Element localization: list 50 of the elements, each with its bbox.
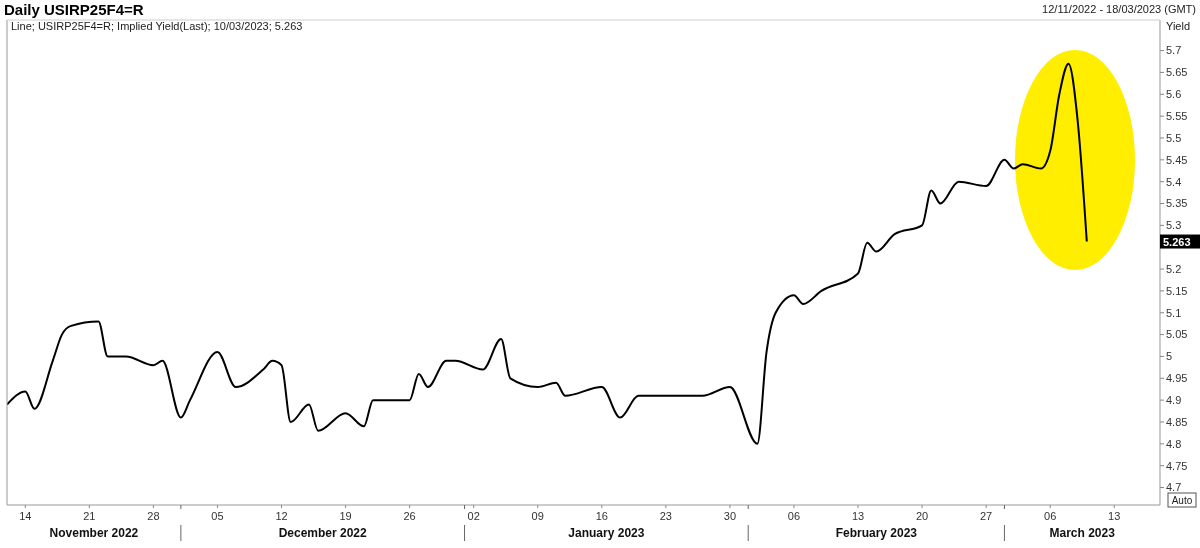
y-tick-label: 5 (1166, 350, 1173, 363)
x-tick-label: 14 (19, 510, 32, 522)
y-tick-label: 5.65 (1166, 66, 1188, 79)
y-tick-label: 5.1 (1166, 306, 1182, 319)
text: March 2023 (1049, 526, 1116, 540)
y-tick-label: 5.4 (1166, 175, 1182, 188)
y-tick-label: 4.9 (1166, 394, 1182, 407)
x-tick-label: 21 (83, 510, 96, 522)
y-axis-title: Yield (1166, 20, 1191, 32)
text: 12/11/2022 - 18/03/2023 (GMT) (1042, 3, 1196, 15)
text: November 2022 (49, 526, 139, 540)
y-tick-label: 5.05 (1166, 328, 1188, 341)
x-tick-label: 19 (339, 510, 352, 522)
y-tick-label: 4.8 (1166, 437, 1182, 450)
x-tick-label: 05 (211, 510, 224, 522)
text: 5.263 (1163, 235, 1191, 248)
y-tick-label: 5.45 (1166, 153, 1188, 166)
y-tick-label: 4.75 (1166, 459, 1188, 472)
x-tick-label: 23 (659, 510, 672, 522)
text: December 2022 (278, 526, 368, 540)
x-tick-label: 20 (915, 510, 929, 522)
y-tick-label: 5.7 (1166, 44, 1182, 57)
x-tick-label: 26 (403, 510, 416, 522)
chart-title: Daily USIRP25F4=R (4, 1, 144, 18)
line-series (7, 62, 1088, 445)
x-tick-label: 09 (531, 510, 544, 522)
y-tick-label: 5.3 (1166, 219, 1182, 232)
x-tick-label: 06 (787, 510, 801, 522)
x-tick-label: 27 (980, 510, 993, 522)
y-tick-label: 5.15 (1166, 284, 1188, 297)
y-tick-label: 4.95 (1166, 372, 1188, 385)
x-tick-label: 30 (723, 510, 737, 522)
y-tick-label: 5.2 (1166, 262, 1182, 275)
text: Auto (1171, 495, 1193, 506)
chart-subtitle: Line; USIRP25F4=R; Implied Yield(Last); 10/03/2023; 5.263 (11, 20, 303, 32)
x-tick-label: 28 (147, 510, 160, 522)
y-tick-label: 5.6 (1166, 88, 1182, 101)
y-tick-label: 5.35 (1166, 197, 1188, 210)
x-tick-label: 13 (1108, 510, 1121, 522)
x-tick-label: 13 (851, 510, 865, 522)
y-tick-label: 4.7 (1166, 481, 1182, 494)
y-tick-label: 4.85 (1166, 415, 1188, 428)
x-tick-label: 12 (275, 510, 288, 522)
text: February 2023 (835, 526, 918, 540)
x-tick-label: 06 (1044, 510, 1057, 522)
x-tick-label: 02 (467, 510, 480, 522)
x-tick-label: 16 (595, 510, 608, 522)
text: January 2023 (568, 526, 645, 540)
y-tick-label: 5.5 (1166, 131, 1182, 144)
y-tick-label: 5.55 (1166, 110, 1188, 123)
